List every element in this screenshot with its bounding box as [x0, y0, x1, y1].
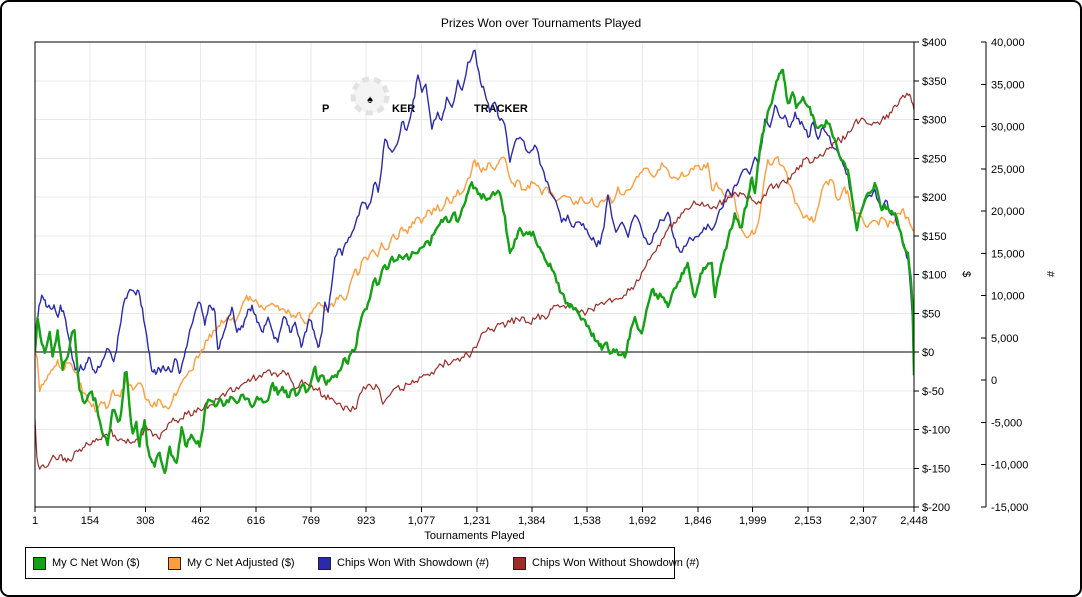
legend-item-net-adjusted: My C Net Adjusted ($)	[168, 548, 295, 578]
svg-text:$350: $350	[922, 76, 946, 88]
svg-text:2,448: 2,448	[900, 515, 928, 527]
svg-text:$-100: $-100	[922, 425, 950, 437]
svg-text:P: P	[322, 103, 329, 115]
svg-text:$200: $200	[922, 192, 946, 204]
svg-text:1,692: 1,692	[629, 515, 657, 527]
svg-text:-10,000: -10,000	[991, 460, 1028, 472]
pokertracker-watermark: P ♠ KER TRACKER	[322, 76, 528, 116]
net-adjusted-swatch-icon	[168, 556, 181, 570]
count-axis-title: #	[1044, 271, 1056, 278]
svg-text:-5,000: -5,000	[991, 417, 1022, 429]
svg-text:$100: $100	[922, 270, 946, 282]
x-axis-title: Tournaments Played	[424, 530, 524, 542]
svg-text:15,000: 15,000	[991, 248, 1025, 260]
svg-text:KER: KER	[392, 103, 415, 115]
svg-text:5,000: 5,000	[991, 333, 1019, 345]
svg-text:$300: $300	[922, 115, 946, 127]
chips-without-showdown-swatch-icon	[513, 556, 526, 570]
series-line-chips-won-with-showdown	[35, 49, 914, 375]
svg-text:1,846: 1,846	[684, 515, 712, 527]
series-line-my-c-net-adjusted	[35, 155, 914, 413]
svg-text:0: 0	[991, 375, 997, 387]
svg-text:1,231: 1,231	[463, 515, 491, 527]
svg-text:616: 616	[247, 515, 265, 527]
svg-text:923: 923	[357, 515, 375, 527]
svg-text:$0: $0	[922, 347, 934, 359]
dollar-axis-title: $	[960, 271, 972, 277]
svg-text:2,153: 2,153	[794, 515, 822, 527]
chips-with-showdown-swatch-icon	[318, 556, 331, 570]
svg-text:$400: $400	[922, 37, 946, 49]
legend-label: My C Net Won ($)	[52, 557, 140, 569]
series-line-my-c-net-won	[35, 68, 914, 475]
chart-legend: My C Net Won ($) My C Net Adjusted ($) C…	[25, 547, 699, 579]
svg-text:TRACKER: TRACKER	[474, 103, 528, 115]
svg-text:308: 308	[136, 515, 154, 527]
legend-item-net-won: My C Net Won ($)	[33, 548, 140, 578]
svg-text:35,000: 35,000	[991, 79, 1025, 91]
svg-text:$-150: $-150	[922, 463, 950, 475]
svg-text:462: 462	[191, 515, 209, 527]
svg-text:30,000: 30,000	[991, 122, 1025, 134]
svg-text:♠: ♠	[367, 94, 373, 106]
svg-text:1,077: 1,077	[408, 515, 436, 527]
legend-label: My C Net Adjusted ($)	[187, 557, 295, 569]
net-won-swatch-icon	[33, 556, 46, 570]
x-axis: 1 154 308 462 616 769 923 1,077 1,231 1,384 1,538 1…	[32, 507, 928, 542]
svg-text:2,307: 2,307	[850, 515, 878, 527]
series-line-chips-won-without-showdown	[35, 92, 914, 470]
legend-label: Chips Won Without Showdown (#)	[532, 557, 700, 569]
series-lines	[35, 49, 914, 475]
legend-label: Chips Won With Showdown (#)	[337, 557, 490, 569]
svg-text:154: 154	[81, 515, 99, 527]
chart-title: Prizes Won over Tournaments Played	[440, 16, 642, 30]
dollar-axis: $400 $350 $300 $250 $200 $150 $100 $50 $0 $-50 $-1…	[914, 37, 972, 514]
svg-text:25,000: 25,000	[991, 164, 1025, 176]
svg-text:20,000: 20,000	[991, 206, 1025, 218]
svg-text:1,538: 1,538	[573, 515, 601, 527]
svg-text:769: 769	[302, 515, 320, 527]
svg-text:1,999: 1,999	[739, 515, 767, 527]
svg-text:-15,000: -15,000	[991, 502, 1028, 514]
poker-chip-icon: ♠	[350, 76, 390, 116]
svg-text:$-200: $-200	[922, 502, 950, 514]
svg-text:$-50: $-50	[922, 386, 944, 398]
svg-text:$50: $50	[922, 308, 940, 320]
svg-text:1,384: 1,384	[518, 515, 546, 527]
legend-item-chips-without-showdown: Chips Won Without Showdown (#)	[513, 548, 699, 578]
svg-text:$150: $150	[922, 231, 946, 243]
count-axis: 40,000 35,000 30,000 25,000 20,000 15,000 10,0…	[981, 37, 1056, 514]
svg-text:40,000: 40,000	[991, 37, 1025, 49]
legend-item-chips-with-showdown: Chips Won With Showdown (#)	[318, 548, 489, 578]
svg-text:10,000: 10,000	[991, 291, 1025, 303]
svg-text:$250: $250	[922, 153, 946, 165]
svg-text:1: 1	[32, 515, 38, 527]
